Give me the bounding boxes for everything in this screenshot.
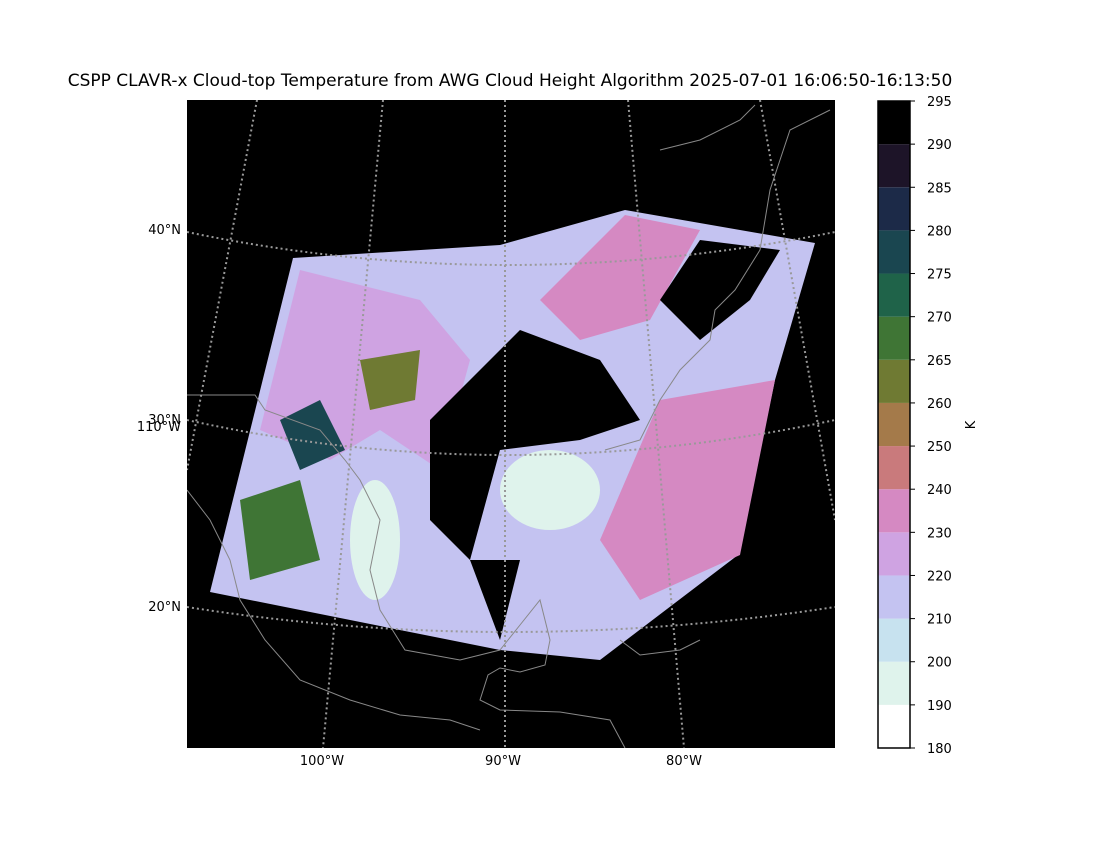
grid-line [627, 100, 685, 748]
colorbar-tick-label: 275 [927, 268, 952, 283]
colorbar-tick-label: 285 [927, 181, 952, 196]
clear-area [660, 240, 780, 340]
colorbar-tick-label: 265 [927, 354, 952, 369]
colorbar-segment [878, 144, 910, 188]
colorbar-segment [878, 230, 910, 274]
lon-label: 100°W [300, 754, 344, 769]
grid-line [322, 100, 384, 748]
grid-line [187, 231, 835, 266]
colorbar-segment [878, 187, 910, 231]
cloud-area [360, 350, 420, 410]
map [187, 100, 835, 748]
colorbar-tick-label: 250 [927, 440, 952, 455]
cloud-area [600, 380, 775, 600]
coastline [619, 639, 701, 656]
colorbar-tick-label: 180 [927, 742, 952, 757]
colorbar-segment [878, 359, 910, 403]
colorbar-tick-label: 230 [927, 526, 952, 541]
cloud-area [240, 480, 320, 580]
colorbar-segment [878, 316, 910, 360]
colorbar-tick-label: 220 [927, 569, 952, 584]
colorbar-tick-label: 280 [927, 224, 952, 239]
colorbar-segment [878, 273, 910, 317]
colorbar: 180 190 200 210 220 230 240 250 260 265 270 275 280 2… [877, 95, 952, 757]
grid-line [187, 606, 835, 633]
lat-label: 30°N [148, 413, 181, 428]
colorbar-tick-label: 210 [927, 613, 952, 628]
lat-label: 20°N [148, 600, 181, 615]
lon-label: 110°W [137, 420, 181, 435]
lat-label: 40°N [148, 223, 181, 238]
lon-label: 90°W [485, 754, 521, 769]
colorbar-frame [877, 100, 911, 749]
colorbar-segment [878, 489, 910, 533]
coastline [659, 104, 756, 151]
colorbar-segment [878, 446, 910, 490]
colorbar-tick-label: 270 [927, 311, 952, 326]
coastline [187, 394, 626, 748]
colorbar-label: K [964, 420, 979, 429]
colorbar-segment [878, 661, 910, 705]
lon-label: 80°W [666, 754, 702, 769]
colorbar-segment [878, 618, 910, 662]
coastline [604, 109, 831, 451]
colorbar-segment [878, 575, 910, 619]
colorbar-segment [878, 532, 910, 576]
colorbar-tick-label: 200 [927, 656, 952, 671]
colorbar-segment [878, 704, 910, 748]
colorbar-tick-label: 290 [927, 138, 952, 153]
cloud-core [500, 450, 600, 530]
cloud-core [350, 480, 400, 600]
colorbar-tick-label: 260 [927, 397, 952, 412]
colorbar-segment [878, 402, 910, 447]
clear-area [430, 330, 640, 560]
title: CSPP CLAVR-x Cloud-top Temperature from … [68, 71, 953, 91]
grid-line [187, 419, 835, 456]
colorbar-tick-label: 190 [927, 699, 952, 714]
colorbar-segment [878, 101, 910, 145]
coastline [187, 489, 481, 731]
cloud-area [540, 215, 700, 340]
grid-line [759, 100, 835, 521]
colorbar-tick-label: 295 [927, 95, 952, 110]
colorbar-tick-label: 240 [927, 483, 952, 498]
cloud-area [280, 400, 345, 470]
clear-area [470, 560, 520, 640]
